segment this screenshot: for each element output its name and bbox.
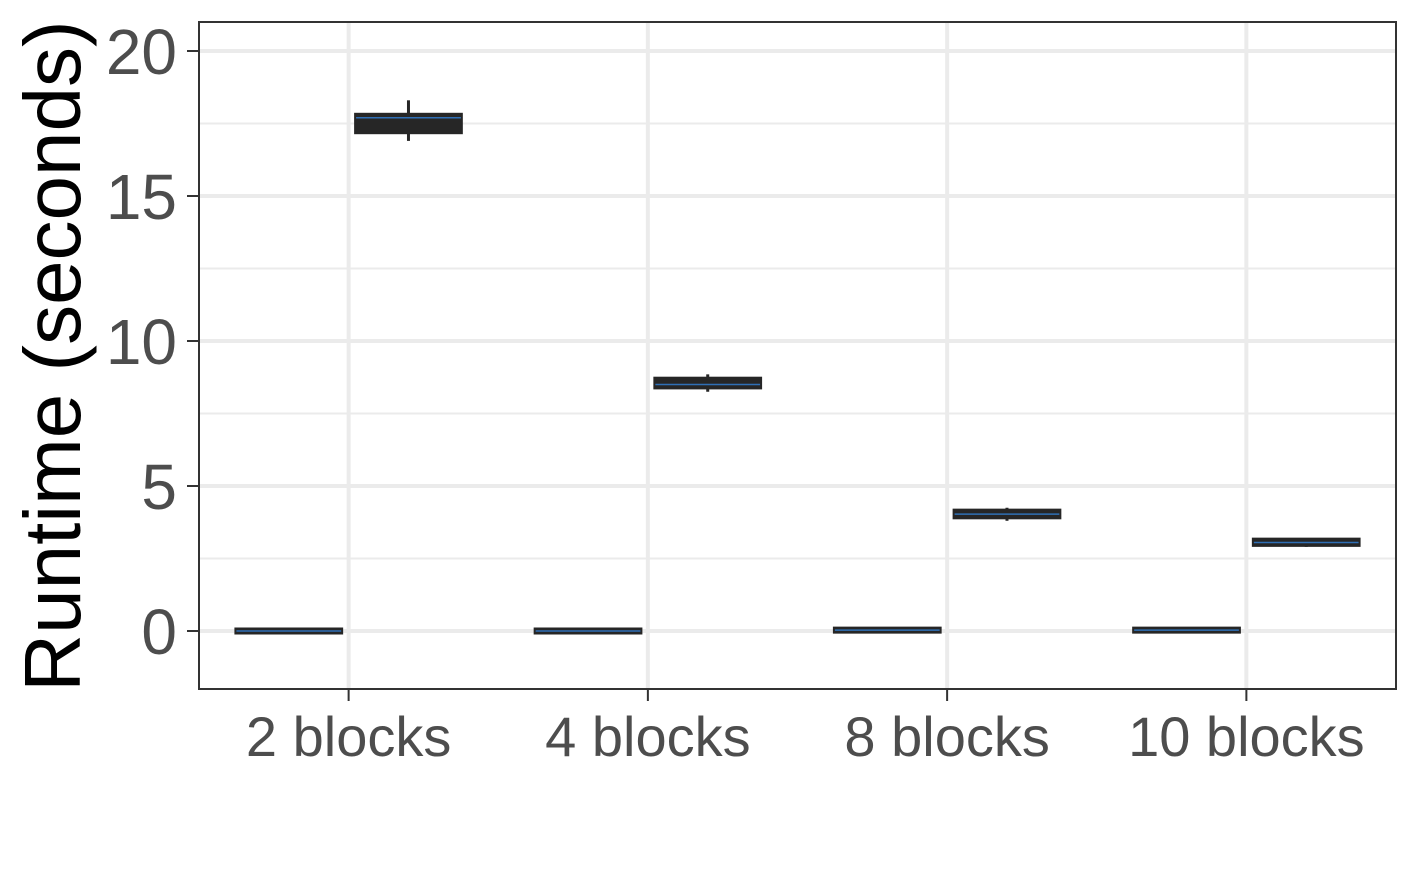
box-plots bbox=[234, 100, 1361, 635]
y-tick-label: 0 bbox=[141, 596, 177, 668]
grid-lines bbox=[199, 22, 1396, 689]
axes: 0 5 10 15 20 2 blocks 4 blocks 8 blocks 10 block… bbox=[106, 16, 1365, 768]
y-tick-label: 20 bbox=[106, 16, 177, 88]
box-plot bbox=[354, 100, 463, 141]
y-tick-label: 5 bbox=[141, 451, 177, 523]
x-tick-label: 10 blocks bbox=[1128, 705, 1365, 768]
box-plot bbox=[832, 626, 942, 634]
y-tick-label: 10 bbox=[106, 306, 177, 378]
x-tick-label: 4 blocks bbox=[545, 705, 750, 768]
box-plot bbox=[533, 627, 643, 635]
box-body bbox=[354, 112, 463, 135]
box-body bbox=[653, 376, 763, 390]
y-axis-title: Runtime (seconds) bbox=[8, 20, 97, 691]
y-tick-label: 15 bbox=[106, 161, 177, 233]
box-plot bbox=[952, 507, 1062, 521]
box-plot bbox=[1251, 537, 1361, 547]
box-plot bbox=[653, 374, 763, 392]
x-tick-label: 2 blocks bbox=[246, 705, 451, 768]
box-plot bbox=[234, 627, 344, 635]
panel-border bbox=[198, 21, 1397, 690]
x-tick-label: 8 blocks bbox=[844, 705, 1049, 768]
box-plot bbox=[1132, 626, 1241, 634]
